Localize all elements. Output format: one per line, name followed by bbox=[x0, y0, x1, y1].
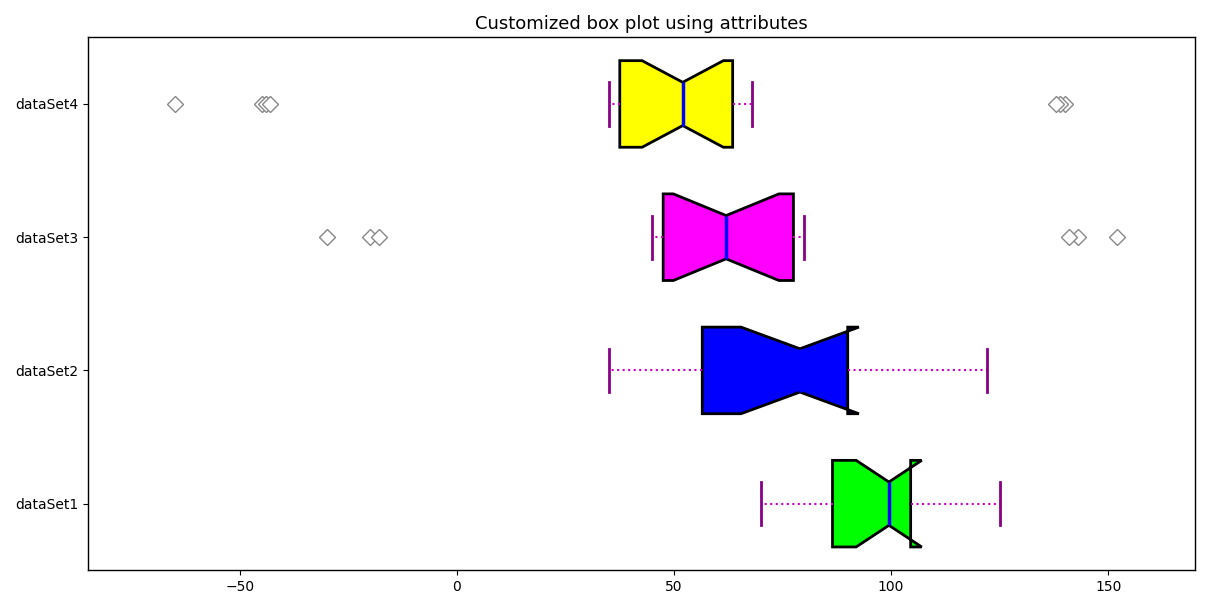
PathPatch shape bbox=[832, 460, 922, 547]
PathPatch shape bbox=[702, 327, 859, 414]
Title: Customized box plot using attributes: Customized box plot using attributes bbox=[476, 15, 808, 33]
PathPatch shape bbox=[620, 61, 732, 147]
PathPatch shape bbox=[663, 194, 794, 281]
